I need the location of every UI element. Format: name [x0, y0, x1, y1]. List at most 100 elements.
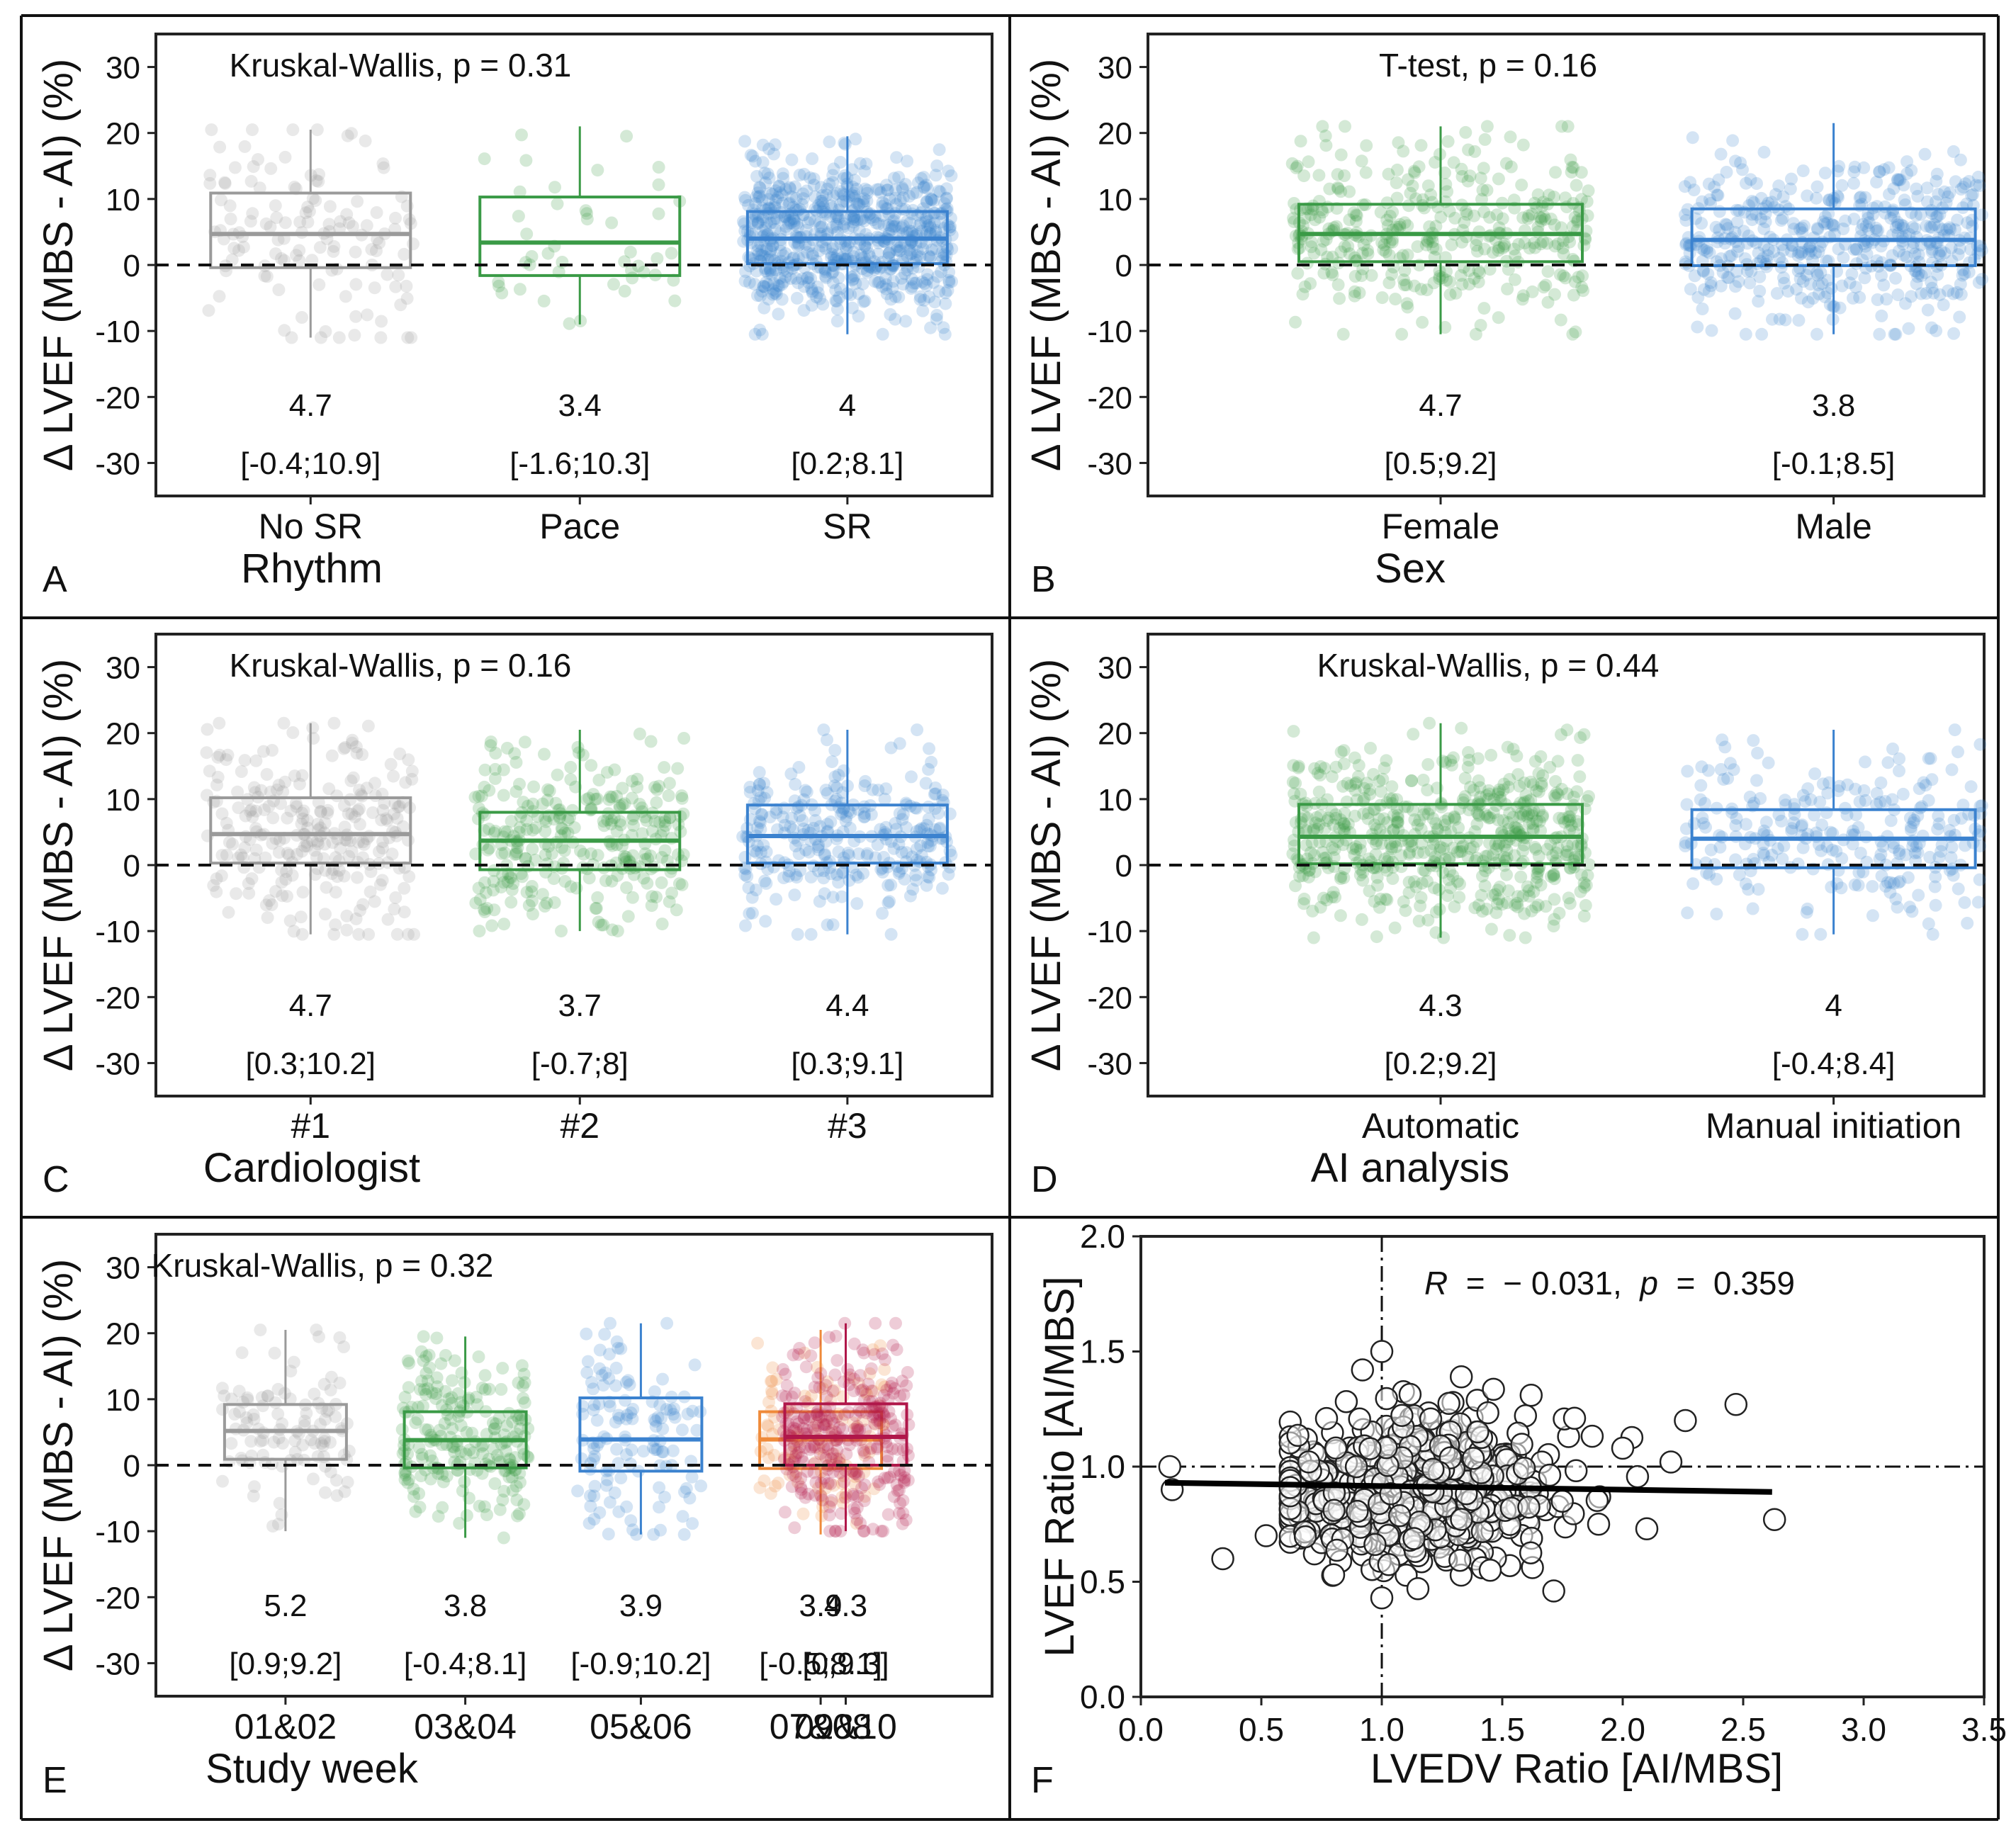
- data-point: [1500, 868, 1513, 881]
- data-point: [785, 190, 799, 203]
- data-point: [1337, 757, 1351, 771]
- data-point: [750, 190, 763, 203]
- data-point: [856, 1343, 869, 1357]
- data-point: [235, 765, 248, 778]
- data-point: [832, 271, 845, 285]
- data-point: [1757, 145, 1771, 159]
- data-point: [201, 723, 214, 736]
- data-point: [791, 927, 804, 941]
- data-point: [889, 183, 902, 196]
- data-point: [1891, 901, 1904, 914]
- group-1: 4.7[-0.4;10.9]No SR: [202, 123, 419, 546]
- data-point: [787, 251, 801, 264]
- data-point: [1479, 850, 1492, 863]
- data-point: [626, 891, 639, 904]
- data-point: [891, 239, 903, 253]
- data-point: [1698, 796, 1711, 810]
- data-point: [603, 1399, 616, 1413]
- data-point: [453, 1517, 466, 1530]
- test-label: Kruskal-Wallis, p = 0.44: [1317, 647, 1660, 684]
- data-point: [1365, 269, 1378, 282]
- x-axis-label: AI analysis: [1311, 1145, 1509, 1191]
- data-point: [1511, 768, 1525, 781]
- data-point: [879, 179, 893, 192]
- data-point: [551, 197, 564, 210]
- data-point: [1414, 139, 1428, 152]
- data-point: [327, 716, 341, 730]
- data-point: [771, 191, 784, 204]
- data-point: [1553, 268, 1567, 281]
- data-point: [1955, 812, 1968, 825]
- data-point: [1961, 917, 1974, 930]
- data-point: [1811, 327, 1823, 341]
- data-point: [272, 283, 286, 296]
- data-point: [1534, 750, 1548, 763]
- data-point: [675, 878, 689, 891]
- data-point: [203, 169, 217, 182]
- data-point: [1757, 222, 1771, 235]
- data-point: [878, 792, 891, 806]
- data-point: [368, 281, 381, 295]
- data-point: [370, 206, 383, 219]
- data-point: [246, 207, 259, 220]
- data-point: [843, 1438, 856, 1452]
- data-point: [1291, 266, 1305, 280]
- x-tick-label: No SR: [259, 507, 363, 546]
- data-point: [213, 290, 226, 303]
- data-point: [753, 766, 766, 779]
- data-point: [270, 211, 283, 225]
- data-point: [489, 747, 502, 760]
- data-point: [800, 785, 813, 798]
- data-point: [807, 172, 821, 186]
- data-point: [1746, 902, 1759, 915]
- data-point: [760, 276, 772, 289]
- data-point: [1553, 906, 1566, 920]
- data-point: [911, 245, 924, 258]
- data-point: [1420, 283, 1434, 297]
- data-point: [505, 883, 519, 896]
- data-point: [1866, 880, 1879, 893]
- data-point: [1755, 327, 1769, 341]
- data-point: [218, 176, 232, 189]
- data-point: [210, 872, 223, 886]
- data-point: [203, 764, 216, 778]
- data-point: [1504, 130, 1517, 144]
- data-point: [414, 1383, 427, 1396]
- data-point: [327, 239, 341, 253]
- data-point: [611, 925, 624, 938]
- data-point: [1316, 120, 1329, 133]
- data-point: [232, 1384, 246, 1398]
- data-point: [1913, 782, 1926, 796]
- data-point: [623, 1378, 636, 1392]
- data-point: [816, 1494, 829, 1507]
- data-point: [496, 1494, 509, 1507]
- data-point: [306, 192, 320, 205]
- y-tick-label: -20: [95, 1581, 140, 1615]
- x-tick-label: #1: [291, 1106, 330, 1146]
- data-point: [1927, 286, 1940, 300]
- data-point: [934, 215, 947, 229]
- data-point: [1415, 876, 1429, 890]
- data-point: [823, 1331, 836, 1344]
- data-point: [488, 825, 502, 838]
- data-point: [902, 1418, 916, 1431]
- data-point: [850, 869, 863, 881]
- data-point: [1298, 212, 1312, 225]
- data-point: [683, 1491, 697, 1505]
- data-point: [591, 891, 604, 904]
- data-point: [1329, 891, 1342, 904]
- data-point: [1514, 870, 1528, 884]
- data-point: [612, 1457, 625, 1470]
- data-point: [1577, 239, 1591, 252]
- data-point: [1580, 1424, 1604, 1448]
- data-point: [884, 927, 898, 941]
- y-tick-label: -30: [95, 446, 140, 481]
- data-point: [626, 1523, 639, 1537]
- data-point: [1377, 1553, 1401, 1576]
- data-point: [473, 925, 486, 938]
- data-point: [637, 1445, 651, 1458]
- data-point: [876, 327, 889, 341]
- y-tick-label: -20: [95, 380, 140, 415]
- data-point: [495, 1383, 508, 1396]
- data-point: [346, 220, 359, 233]
